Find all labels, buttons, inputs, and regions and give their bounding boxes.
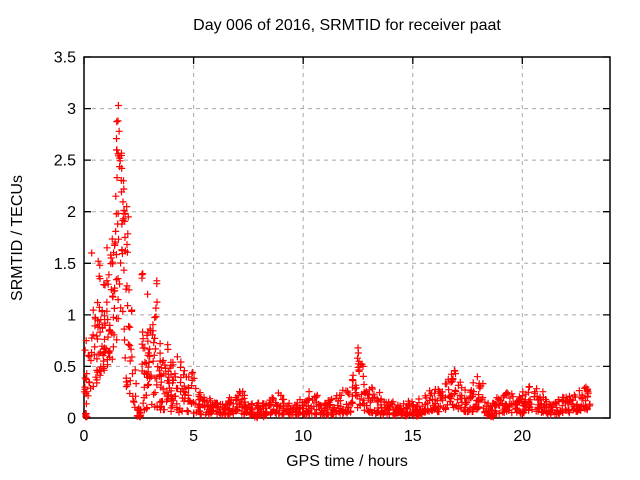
plot-area: 0 0.5 1 1.5 2 2.5 3 3.5 0 5 10 15 20 [54, 50, 611, 445]
y-tick-label: 3.5 [54, 50, 76, 67]
y-tick-label: 2.5 [54, 153, 76, 170]
chart-title: Day 006 of 2016, SRMTID for receiver paa… [193, 17, 501, 34]
axis-border [83, 56, 611, 419]
y-tick-label: 1 [67, 307, 76, 324]
y-tick-label: 1.5 [54, 256, 76, 273]
data-points [80, 102, 594, 422]
y-tick-label: 0.5 [54, 359, 76, 376]
y-tick-label: 0 [67, 411, 76, 428]
x-axis-label: GPS time / hours [286, 453, 408, 470]
y-tick-label: 3 [67, 101, 76, 118]
x-tick-label: 15 [404, 428, 422, 445]
y-axis-label: SRMTID / TECUs [9, 175, 26, 301]
x-tick-label: 10 [294, 428, 312, 445]
x-tick-label: 0 [80, 428, 89, 445]
x-tick-label: 20 [513, 428, 531, 445]
x-tick-label: 5 [189, 428, 198, 445]
y-tick-label: 2 [67, 204, 76, 221]
